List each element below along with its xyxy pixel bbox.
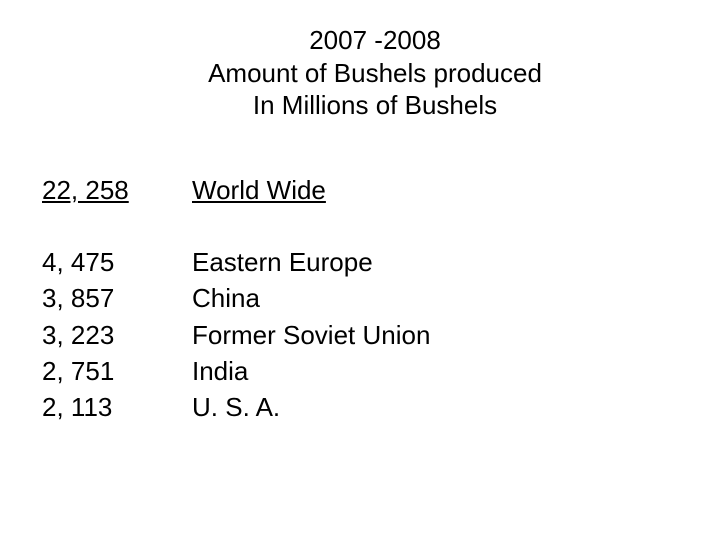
row-value: 3, 857 (42, 280, 192, 316)
table-row: 3, 857 China (42, 280, 720, 316)
row-label: India (192, 353, 720, 389)
row-label: China (192, 280, 720, 316)
row-value: 2, 751 (42, 353, 192, 389)
total-label: World Wide (192, 172, 720, 208)
total-value: 22, 258 (42, 172, 192, 208)
row-label: U. S. A. (192, 389, 720, 425)
title-line-1: 2007 -2008 (30, 24, 720, 57)
data-section: 22, 258 World Wide 4, 475 Eastern Europe… (0, 172, 720, 426)
total-row: 22, 258 World Wide (42, 172, 720, 208)
row-label: Former Soviet Union (192, 317, 720, 353)
table-row: 2, 751 India (42, 353, 720, 389)
title-line-3: In Millions of Bushels (30, 89, 720, 122)
row-label: Eastern Europe (192, 244, 720, 280)
row-value: 4, 475 (42, 244, 192, 280)
row-value: 2, 113 (42, 389, 192, 425)
table-row: 4, 475 Eastern Europe (42, 244, 720, 280)
spacer (42, 208, 720, 244)
title-line-2: Amount of Bushels produced (30, 57, 720, 90)
title-block: 2007 -2008 Amount of Bushels produced In… (30, 24, 720, 122)
row-value: 3, 223 (42, 317, 192, 353)
table-row: 2, 113 U. S. A. (42, 389, 720, 425)
table-row: 3, 223 Former Soviet Union (42, 317, 720, 353)
